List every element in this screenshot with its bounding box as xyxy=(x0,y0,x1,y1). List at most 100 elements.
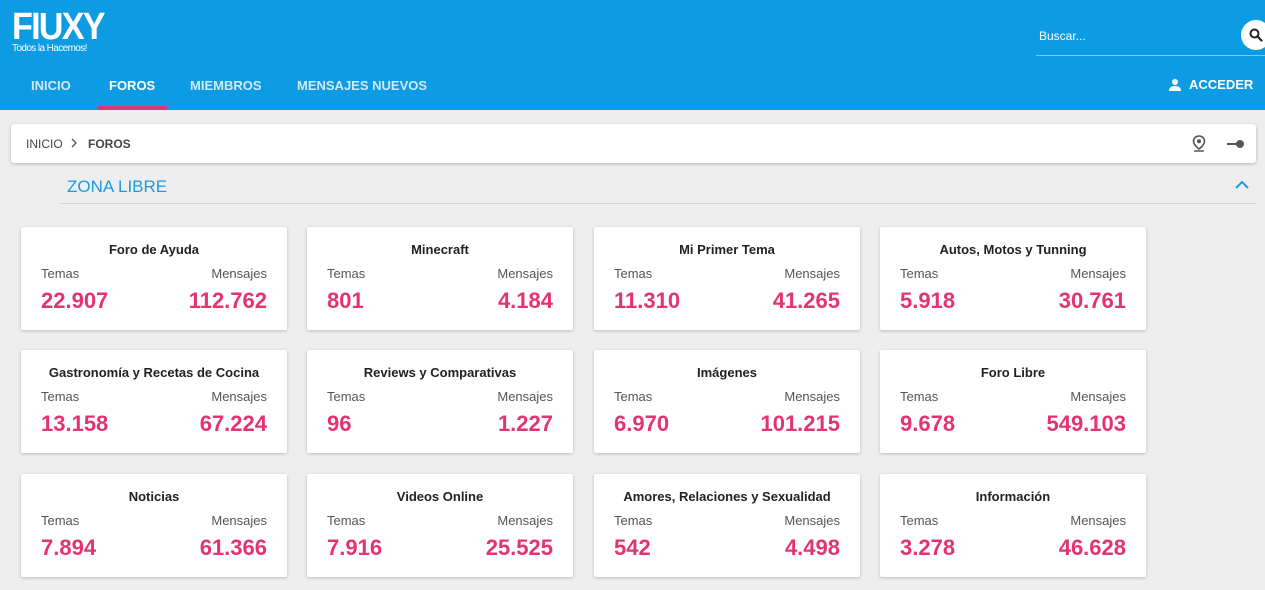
nav-item-label: MENSAJES NUEVOS xyxy=(297,78,428,93)
section-divider xyxy=(60,203,1256,204)
messages-count: 4.498 xyxy=(784,535,840,560)
topics-count: 7.916 xyxy=(327,535,383,560)
messages-count: 30.761 xyxy=(1058,288,1126,313)
forum-card[interactable]: Amores, Relaciones y Sexualidad Temas Mens… xyxy=(594,474,860,577)
forum-title[interactable]: Noticias xyxy=(128,489,180,504)
forum-card[interactable]: Mi Primer Tema Temas Mensajes 11.310 41.265 xyxy=(594,227,860,330)
topics-count: 801 xyxy=(327,288,364,313)
search-button[interactable] xyxy=(1241,20,1265,50)
messages-label: Mensajes xyxy=(211,513,267,528)
breadcrumb-item-foros[interactable]: FOROS xyxy=(88,137,131,151)
forum-title[interactable]: Imágenes xyxy=(697,365,757,380)
topics-count: 11.310 xyxy=(614,288,681,313)
messages-count: 46.628 xyxy=(1058,535,1126,560)
chevron-up-icon[interactable] xyxy=(1234,179,1250,191)
forum-card[interactable]: Videos Online Temas Mensajes 7.916 25.525 xyxy=(307,474,573,577)
nav-item-foros[interactable]: FOROS xyxy=(96,64,168,110)
forum-card[interactable]: Gastronomía y Recetas de Cocina Temas Mens… xyxy=(21,350,287,453)
nav-item-mensajes-nuevos[interactable]: MENSAJES NUEVOS xyxy=(297,64,427,110)
topics-label: Temas xyxy=(614,513,653,528)
search-input[interactable] xyxy=(1039,29,1229,43)
messages-count: 101.215 xyxy=(760,411,840,436)
forum-title[interactable]: Videos Online xyxy=(396,489,484,504)
section-title[interactable]: ZONA LIBRE xyxy=(67,177,168,196)
topics-label: Temas xyxy=(41,513,80,528)
nav-item-label: INICIO xyxy=(31,78,71,93)
forum-card[interactable]: Noticias Temas Mensajes 7.894 61.366 xyxy=(21,474,287,577)
messages-label: Mensajes xyxy=(497,266,553,281)
messages-label: Mensajes xyxy=(1070,389,1126,404)
forum-card[interactable]: Autos, Motos y Tunning Temas Mensajes 5.918… xyxy=(880,227,1146,330)
forum-title[interactable]: Información xyxy=(975,489,1051,504)
forum-title[interactable]: Amores, Relaciones y Sexualidad xyxy=(623,489,831,504)
topics-label: Temas xyxy=(900,513,939,528)
messages-label: Mensajes xyxy=(784,266,840,281)
messages-count: 549.103 xyxy=(1046,411,1126,436)
forum-card[interactable]: Foro de Ayuda Temas Mensajes 22.907 112.762 xyxy=(21,227,287,330)
messages-count: 41.265 xyxy=(772,288,840,313)
messages-label: Mensajes xyxy=(1070,266,1126,281)
messages-count: 4.184 xyxy=(497,288,553,313)
topics-label: Temas xyxy=(327,513,366,528)
forum-title[interactable]: Autos, Motos y Tunning xyxy=(939,242,1087,257)
messages-label: Mensajes xyxy=(211,266,267,281)
messages-label: Mensajes xyxy=(211,389,267,404)
topics-count: 96 xyxy=(327,411,352,436)
topics-count: 13.158 xyxy=(41,411,109,436)
forum-card[interactable]: Minecraft Temas Mensajes 801 4.184 xyxy=(307,227,573,330)
forum-title[interactable]: Foro de Ayuda xyxy=(108,242,200,257)
forum-title[interactable]: Foro Libre xyxy=(980,365,1046,380)
chevron-right-icon xyxy=(71,138,77,148)
topics-label: Temas xyxy=(41,266,80,281)
topics-label: Temas xyxy=(614,266,653,281)
topics-label: Temas xyxy=(900,389,939,404)
main-nav: INICIO FOROS MIEMBROS MENSAJES NUEVOS xyxy=(0,64,1265,152)
breadcrumb: INICIO FOROS xyxy=(11,124,1256,163)
topics-label: Temas xyxy=(41,389,80,404)
forum-card[interactable]: Reviews y Comparativas Temas Mensajes 96 1.2… xyxy=(307,350,573,453)
topics-count: 3.278 xyxy=(900,535,956,560)
nav-item-label: FOROS xyxy=(109,78,156,93)
forum-title[interactable]: Gastronomía y Recetas de Cocina xyxy=(48,365,260,380)
location-pin-icon[interactable] xyxy=(1192,135,1206,152)
site-header: FIUXY Todos la Hacemos! INICIO FOROS MIE… xyxy=(0,0,1265,152)
topics-label: Temas xyxy=(614,389,653,404)
topics-label: Temas xyxy=(327,266,366,281)
messages-label: Mensajes xyxy=(784,389,840,404)
forum-card[interactable]: Información Temas Mensajes 3.278 46.628 xyxy=(880,474,1146,577)
messages-label: Mensajes xyxy=(497,513,553,528)
topics-count: 542 xyxy=(614,535,651,560)
forum-title[interactable]: Reviews y Comparativas xyxy=(363,365,517,380)
user-icon xyxy=(1169,79,1181,91)
search-box xyxy=(1036,20,1265,56)
nav-item-miembros[interactable]: MIEMBROS xyxy=(190,64,262,110)
forum-title[interactable]: Minecraft xyxy=(411,242,469,257)
messages-label: Mensajes xyxy=(497,389,553,404)
messages-count: 67.224 xyxy=(199,411,267,436)
logo-text: FIUXY xyxy=(12,6,106,48)
site-logo[interactable]: FIUXY Todos la Hacemos! xyxy=(12,8,114,54)
forum-title[interactable]: Mi Primer Tema xyxy=(679,242,775,257)
messages-count: 112.762 xyxy=(188,288,267,313)
messages-count: 1.227 xyxy=(497,411,553,436)
forum-card[interactable]: Imágenes Temas Mensajes 6.970 101.215 xyxy=(594,350,860,453)
messages-count: 61.366 xyxy=(199,535,267,560)
topics-count: 9.678 xyxy=(900,411,956,436)
logo-tagline: Todos la Hacemos! xyxy=(12,43,87,54)
breadcrumb-item-inicio[interactable]: INICIO xyxy=(26,137,63,151)
messages-count: 25.525 xyxy=(485,535,553,560)
login-button[interactable]: ACCEDER xyxy=(1168,64,1253,106)
messages-label: Mensajes xyxy=(784,513,840,528)
topics-count: 5.918 xyxy=(900,288,956,313)
nav-item-inicio[interactable]: INICIO xyxy=(31,64,71,110)
login-label: ACCEDER xyxy=(1189,77,1254,92)
topics-count: 22.907 xyxy=(41,288,109,313)
toggle-icon[interactable] xyxy=(1226,137,1246,151)
nav-item-label: MIEMBROS xyxy=(190,78,262,93)
topics-count: 7.894 xyxy=(41,535,97,560)
topics-label: Temas xyxy=(327,389,366,404)
topics-label: Temas xyxy=(900,266,939,281)
messages-label: Mensajes xyxy=(1070,513,1126,528)
search-icon xyxy=(1249,28,1263,42)
forum-card[interactable]: Foro Libre Temas Mensajes 9.678 549.103 xyxy=(880,350,1146,453)
